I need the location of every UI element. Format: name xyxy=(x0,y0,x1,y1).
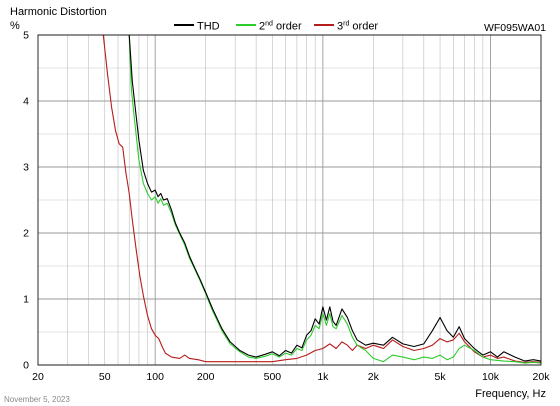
y-tick-label: 4 xyxy=(23,96,29,108)
y-tick-label: 3 xyxy=(23,162,29,174)
plot-frame xyxy=(37,34,542,366)
x-tick-label: 50 xyxy=(99,371,111,383)
y-axis-label: % xyxy=(10,20,20,32)
date-stamp: November 5, 2023 xyxy=(4,395,70,404)
series-layer xyxy=(102,35,541,364)
x-tick-label: 5k xyxy=(435,371,447,383)
legend-label-3rd-order: 3rd order xyxy=(337,21,378,33)
x-tick-label: 2k xyxy=(368,371,380,383)
model-label: WF095WA01 xyxy=(484,22,546,34)
x-tick-label: 500 xyxy=(264,371,282,383)
x-tick-label: 200 xyxy=(197,371,215,383)
y-tick-labels: 0 1 2 3 4 5 xyxy=(23,30,29,372)
x-tick-labels: 20 50 100 200 500 1k 2k 5k 10k 20k xyxy=(32,371,550,383)
chart-title: Harmonic Distortion xyxy=(10,6,107,18)
x-tick-label: 100 xyxy=(146,371,164,383)
series-line-thd xyxy=(128,35,541,362)
x-axis-label: Frequency, Hz xyxy=(475,388,546,400)
y-tick-label: 2 xyxy=(23,228,29,240)
y-tick-label: 5 xyxy=(23,30,29,42)
legend-label-thd: THD xyxy=(197,21,220,33)
series-line-3rd-order xyxy=(102,35,541,363)
y-tick-label: 1 xyxy=(23,294,29,306)
x-tick-label: 20 xyxy=(32,371,44,383)
legend: THD 2nd order 3rd order xyxy=(174,21,378,33)
x-tick-label: 1k xyxy=(317,371,329,383)
x-tick-label: 20k xyxy=(533,371,551,383)
series-line-2nd-order xyxy=(128,35,541,364)
legend-label-2nd-order: 2nd order xyxy=(259,21,302,33)
x-tick-label: 10k xyxy=(482,371,500,383)
y-tick-label: 0 xyxy=(23,360,29,372)
